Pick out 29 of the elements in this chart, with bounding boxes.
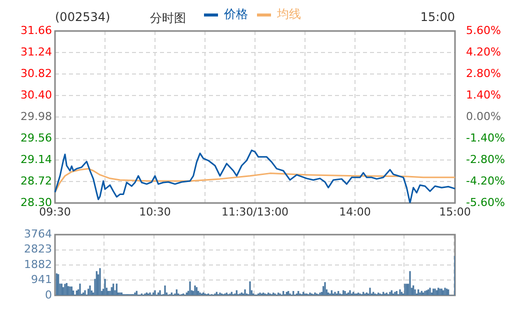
chart-subtitle: 分时图 xyxy=(150,10,186,27)
y-tick-label: 3764 xyxy=(24,227,52,240)
x-tick-label: 14:00 xyxy=(339,205,371,218)
legend-label: 均线 xyxy=(276,7,301,22)
legend-label: 价格 xyxy=(223,7,248,22)
y2-tick-label: -4.20% xyxy=(466,174,505,188)
y2-tick-label: -1.40% xyxy=(466,131,505,144)
y-tick-label: 1882 xyxy=(24,258,52,271)
y-tick-label: 29.14 xyxy=(20,152,52,166)
y2-tick-label: 4.20% xyxy=(466,45,501,58)
y-tick-label: 2823 xyxy=(24,242,52,256)
y-tick-label: 31.66 xyxy=(20,24,52,37)
y-tick-label: 941 xyxy=(31,273,52,286)
y2-tick-label: 1.40% xyxy=(466,88,501,102)
x-tick-label: 10:30 xyxy=(139,205,171,218)
y-tick-label: 30.82 xyxy=(20,66,52,80)
y-tick-label: 30.40 xyxy=(20,88,52,102)
x-tick-label: 11:30/13:00 xyxy=(221,205,289,218)
y-tick-label: 29.56 xyxy=(20,131,52,144)
chart-title: (002534) xyxy=(55,10,110,24)
y2-tick-label: 2.80% xyxy=(466,66,501,80)
y-tick-label: 28.72 xyxy=(20,174,52,188)
y2-tick-label: -2.80% xyxy=(466,152,505,166)
y-tick-label: 29.98 xyxy=(20,110,52,123)
y-tick-label: 0 xyxy=(45,288,52,302)
y2-tick-label: 5.60% xyxy=(466,24,501,37)
y-tick-label: 31.24 xyxy=(20,45,52,58)
text: 15:00 xyxy=(420,10,455,24)
y2-tick-label: 0.00% xyxy=(466,110,501,123)
